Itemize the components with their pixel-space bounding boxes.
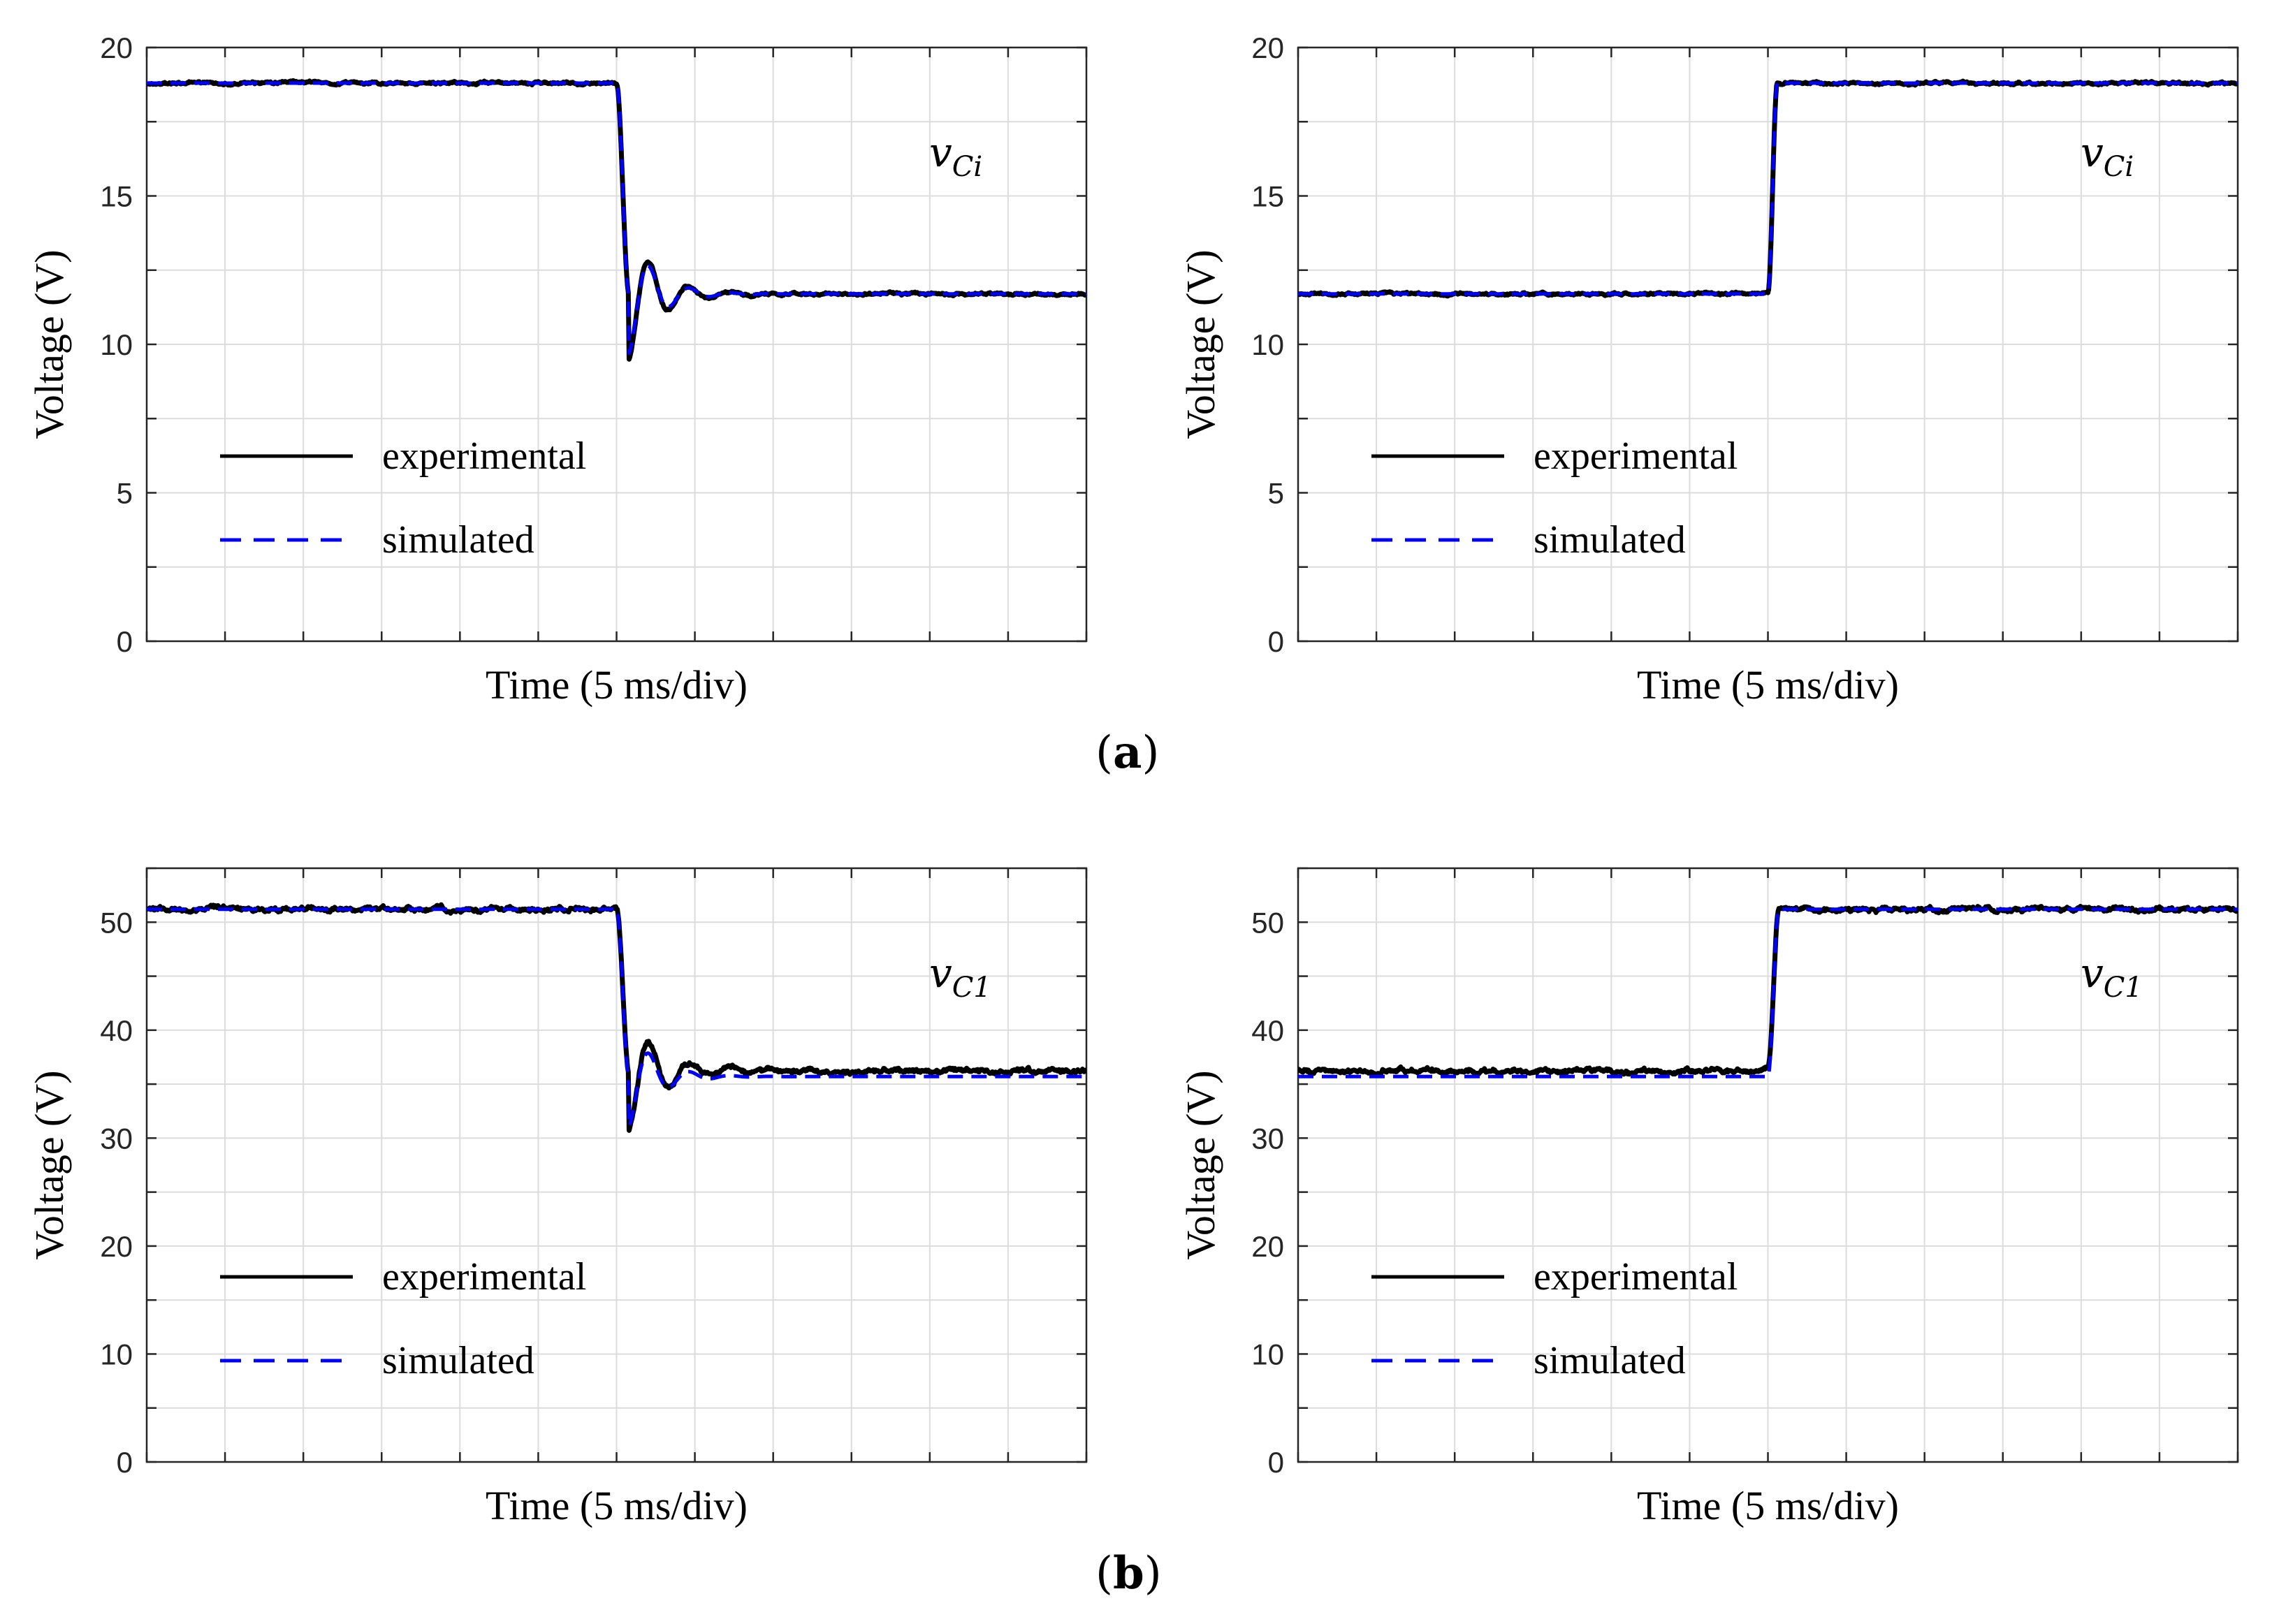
legend-label-simulated: simulated bbox=[382, 1339, 534, 1382]
y-tick-label: 20 bbox=[1251, 1230, 1284, 1263]
legend-label-simulated: simulated bbox=[382, 518, 534, 562]
annotation-base: v bbox=[929, 129, 952, 176]
annotation-subscript: Ci bbox=[952, 151, 982, 183]
legend-label-simulated: simulated bbox=[1534, 518, 1686, 562]
y-tick-label: 0 bbox=[117, 625, 133, 658]
y-tick-label: 10 bbox=[100, 1338, 133, 1370]
y-tick-label: 30 bbox=[100, 1122, 133, 1155]
series-annotation: vC1 bbox=[2081, 949, 2143, 1004]
series-line-simulated bbox=[1298, 81, 2238, 296]
x-axis-label: Time (5 ms/div) bbox=[486, 1483, 748, 1528]
y-tick-label: 10 bbox=[1251, 1338, 1284, 1370]
legend-label-experimental: experimental bbox=[1534, 434, 1738, 478]
y-axis-label: Voltage (V) bbox=[1178, 1070, 1223, 1259]
y-tick-label: 5 bbox=[1268, 477, 1284, 510]
caption-b: (b) bbox=[1095, 1547, 1162, 1600]
annotation-base: v bbox=[929, 949, 952, 997]
y-tick-label: 50 bbox=[100, 906, 133, 939]
chart-b-right: 0 10 20 30 40 50 Time (5 ms/div) Voltage (V) vC1… bbox=[1178, 867, 2239, 1528]
series-annotation: vCi bbox=[2081, 129, 2134, 183]
caption-a: (a) bbox=[1095, 726, 1160, 779]
y-tick-label: 5 bbox=[117, 477, 133, 510]
annotation-subscript: C1 bbox=[2104, 972, 2143, 1004]
y-axis-label: Voltage (V) bbox=[1178, 249, 1223, 439]
x-axis-label: Time (5 ms/div) bbox=[1637, 1483, 1899, 1528]
caption-b-letter: b bbox=[1112, 1547, 1144, 1600]
y-tick-label: 20 bbox=[100, 31, 133, 64]
x-axis-label: Time (5 ms/div) bbox=[486, 662, 748, 708]
legend-label-simulated: simulated bbox=[1534, 1339, 1686, 1382]
series-annotation: vCi bbox=[929, 129, 982, 183]
y-tick-label: 30 bbox=[1251, 1122, 1284, 1155]
y-tick-label: 10 bbox=[100, 328, 133, 361]
series-line-simulated bbox=[147, 81, 1086, 356]
y-tick-label: 20 bbox=[1251, 31, 1284, 64]
series-line-simulated bbox=[1298, 907, 2238, 1078]
legend-label-experimental: experimental bbox=[1534, 1255, 1738, 1299]
legend-label-experimental: experimental bbox=[382, 1255, 586, 1299]
annotation-base: v bbox=[2081, 129, 2104, 176]
series-line-simulated bbox=[147, 907, 1086, 1128]
y-tick-label: 40 bbox=[1251, 1014, 1284, 1047]
y-tick-label: 0 bbox=[1268, 625, 1284, 658]
series-annotation: vC1 bbox=[929, 949, 991, 1004]
caption-a-letter: a bbox=[1112, 726, 1142, 779]
y-tick-label: 15 bbox=[1251, 180, 1284, 213]
y-tick-label: 40 bbox=[100, 1014, 133, 1047]
chart-a-right: 0 5 10 15 20 Time (5 ms/div) Voltage (V) vCi exp… bbox=[1178, 31, 2239, 708]
y-tick-label: 20 bbox=[100, 1230, 133, 1263]
y-tick-label: 50 bbox=[1251, 906, 1284, 939]
chart-b-left: 0 10 20 30 40 50 Time (5 ms/div) Voltage (V) vC1… bbox=[27, 867, 1088, 1528]
y-tick-label: 10 bbox=[1251, 328, 1284, 361]
annotation-subscript: C1 bbox=[952, 972, 991, 1004]
x-axis-label: Time (5 ms/div) bbox=[1637, 662, 1899, 708]
annotation-base: v bbox=[2081, 949, 2104, 997]
chart-a-left: 0 5 10 15 20 Time (5 ms/div) Voltage (V) vCi exp… bbox=[27, 31, 1088, 708]
y-axis-label: Voltage (V) bbox=[27, 1070, 72, 1259]
y-tick-label: 0 bbox=[117, 1446, 133, 1479]
y-axis-label: Voltage (V) bbox=[27, 249, 72, 439]
y-tick-label: 15 bbox=[100, 180, 133, 213]
annotation-subscript: Ci bbox=[2104, 151, 2134, 183]
y-tick-label: 0 bbox=[1268, 1446, 1284, 1479]
legend-label-experimental: experimental bbox=[382, 434, 586, 478]
